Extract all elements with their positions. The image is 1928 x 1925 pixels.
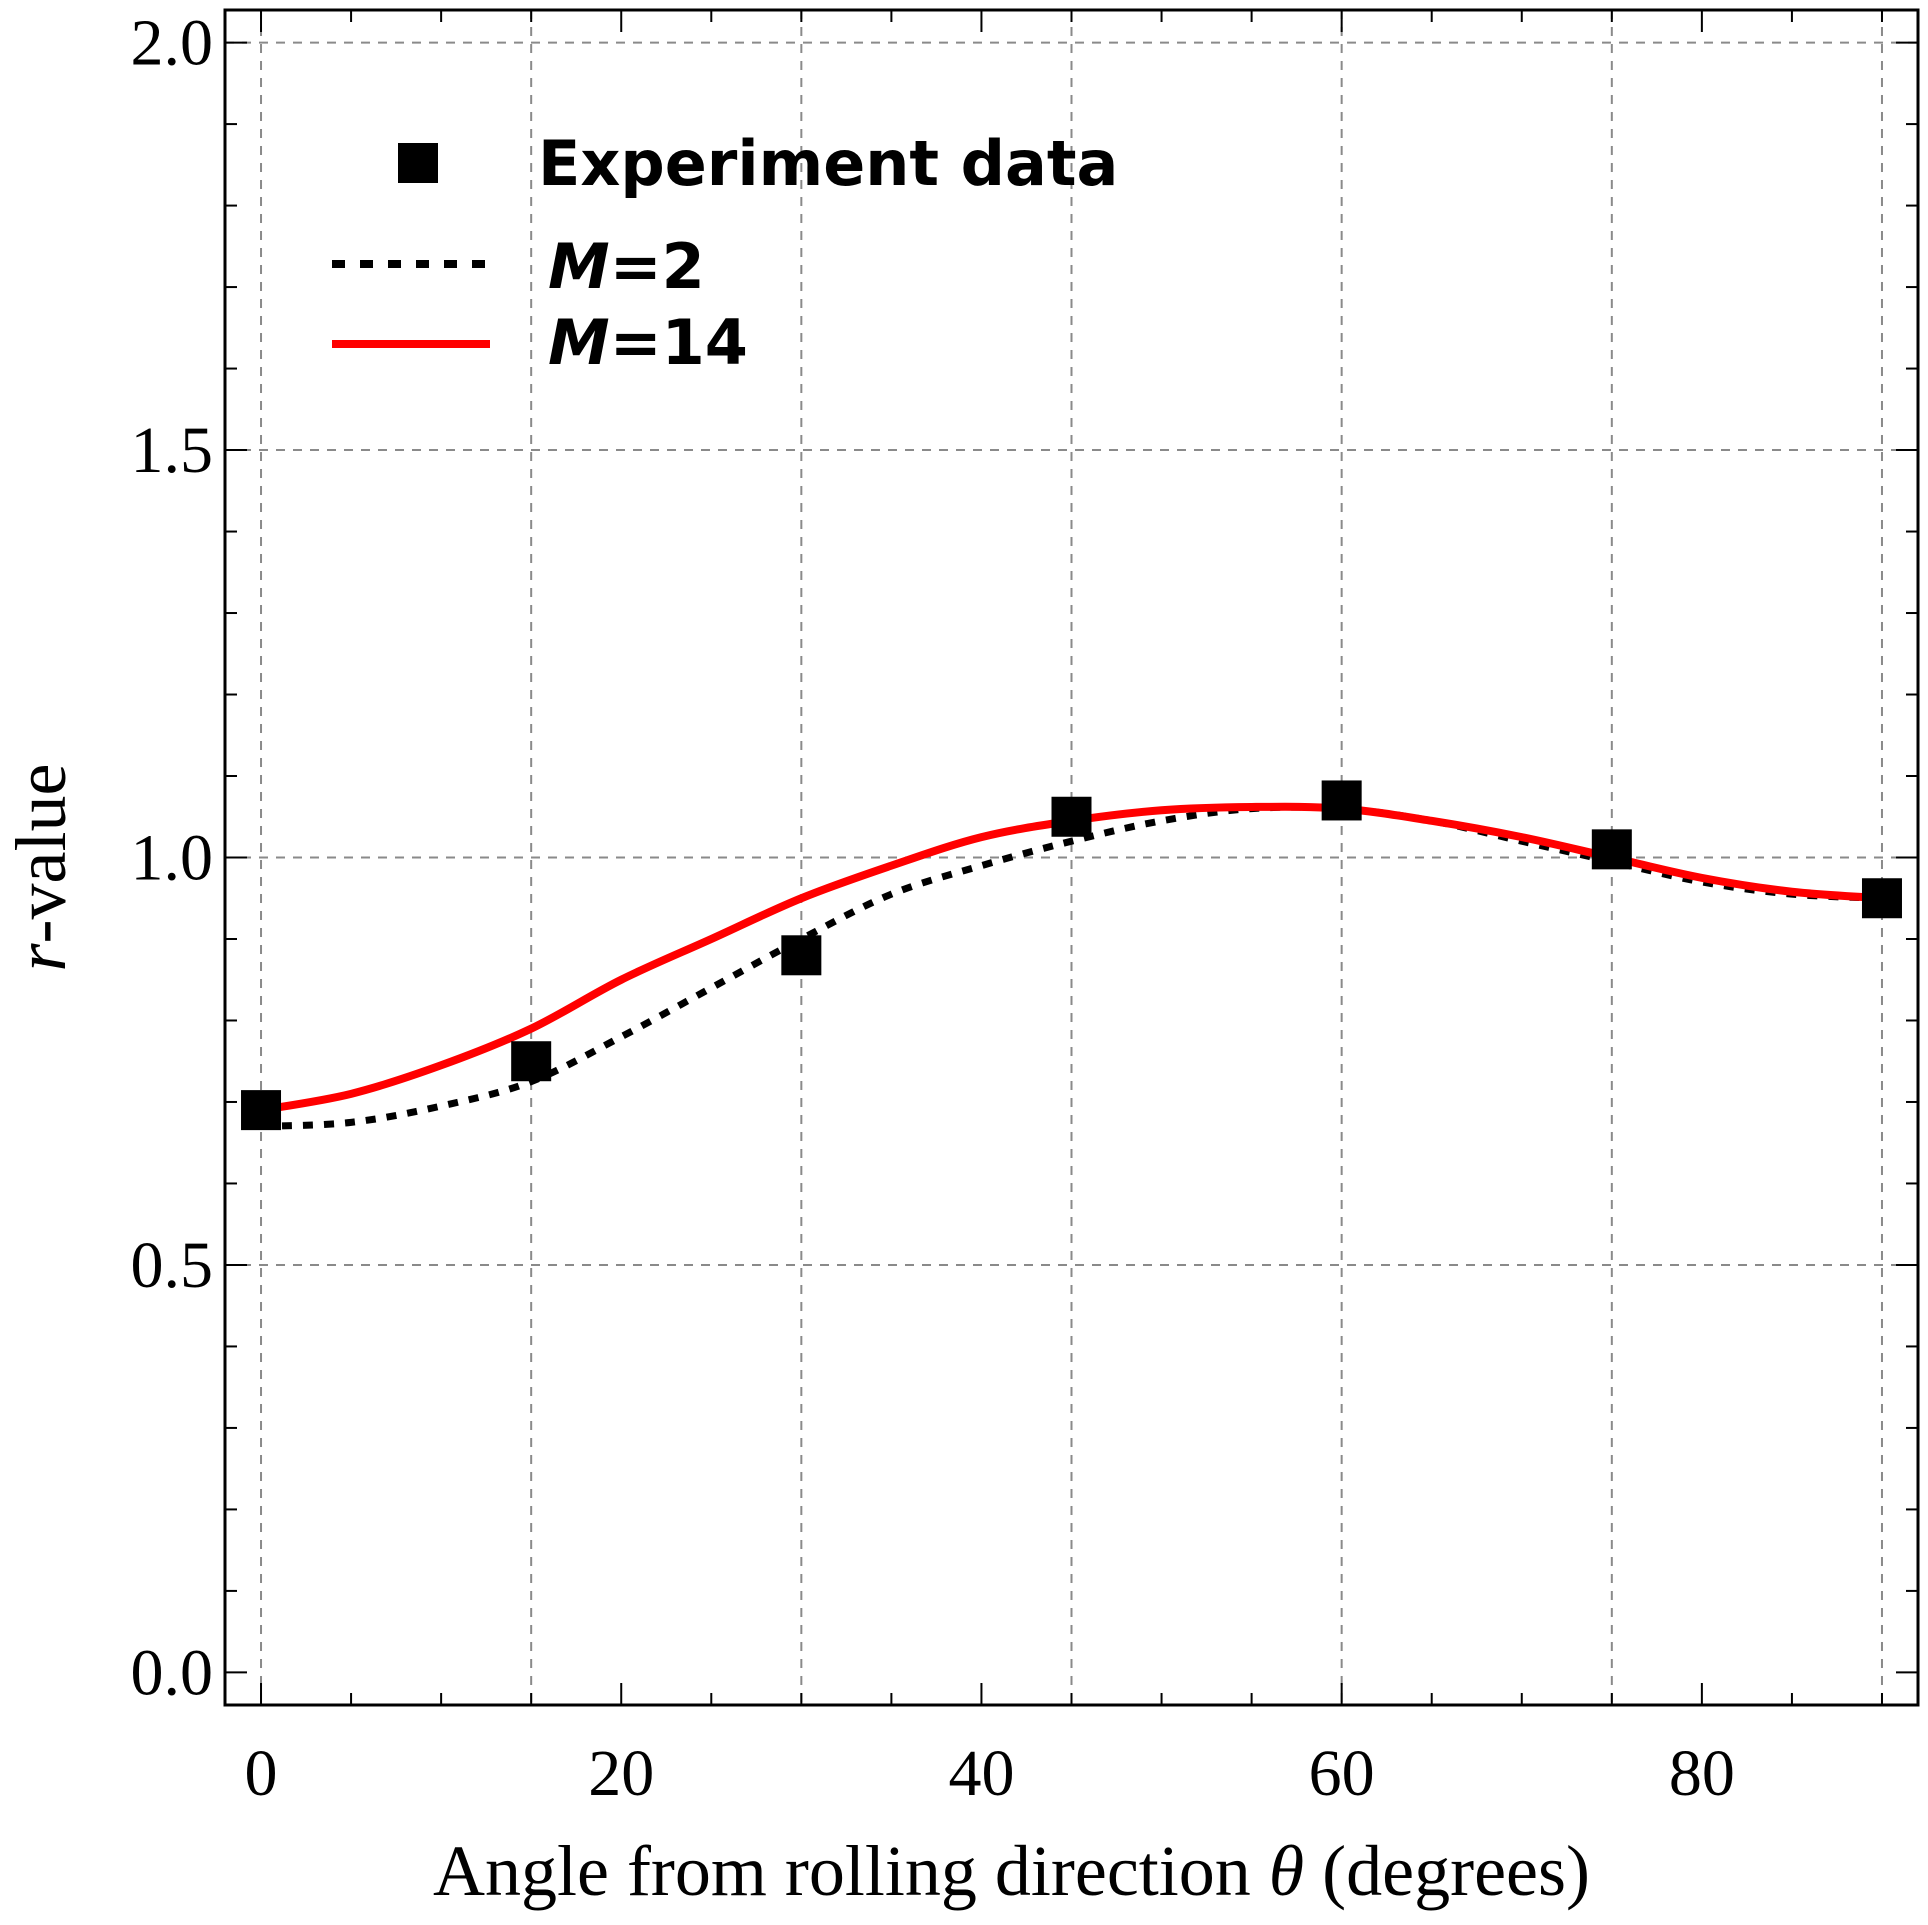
- x-axis-title: Angle from rolling direction θ (degrees): [433, 1831, 1590, 1911]
- series-line-m2: [260, 803, 1883, 1130]
- grid: [225, 10, 1918, 1705]
- data-point: [781, 935, 822, 976]
- data-point: [1051, 796, 1092, 837]
- tick-labels: 0 20 40 60 80 0.0 0.5 1.0 1.5 2.0: [131, 7, 1735, 1810]
- y-tick-label: 2.0: [131, 7, 214, 80]
- y-tick-label: 0.0: [131, 1636, 214, 1709]
- x-tick-label: 80: [1669, 1737, 1735, 1810]
- x-tick-label: 60: [1309, 1737, 1375, 1810]
- data-point: [1861, 878, 1902, 919]
- axis-ticks: [225, 10, 1918, 1705]
- data-point: [1591, 829, 1632, 870]
- legend-label-experiment: Experiment data: [538, 127, 1118, 200]
- legend-label-m2: M=2: [548, 230, 705, 303]
- x-tick-label: 40: [948, 1737, 1014, 1810]
- legend-label-m14: M=14: [548, 306, 748, 379]
- data-point: [1321, 780, 1362, 821]
- legend-marker-experiment: [398, 143, 438, 183]
- series-layer: [241, 780, 1902, 1131]
- y-tick-label: 1.0: [131, 822, 214, 895]
- data-point: [511, 1041, 552, 1082]
- y-axis-title: r-value: [1, 764, 81, 972]
- plot-frame: [223, 8, 1920, 1707]
- y-tick-label: 1.5: [131, 414, 214, 487]
- x-tick-label: 0: [245, 1737, 278, 1810]
- legend: Experiment data M=2 M=14: [332, 127, 1118, 379]
- data-point: [241, 1090, 282, 1131]
- x-tick-label: 20: [588, 1737, 654, 1810]
- y-tick-label: 0.5: [131, 1229, 214, 1302]
